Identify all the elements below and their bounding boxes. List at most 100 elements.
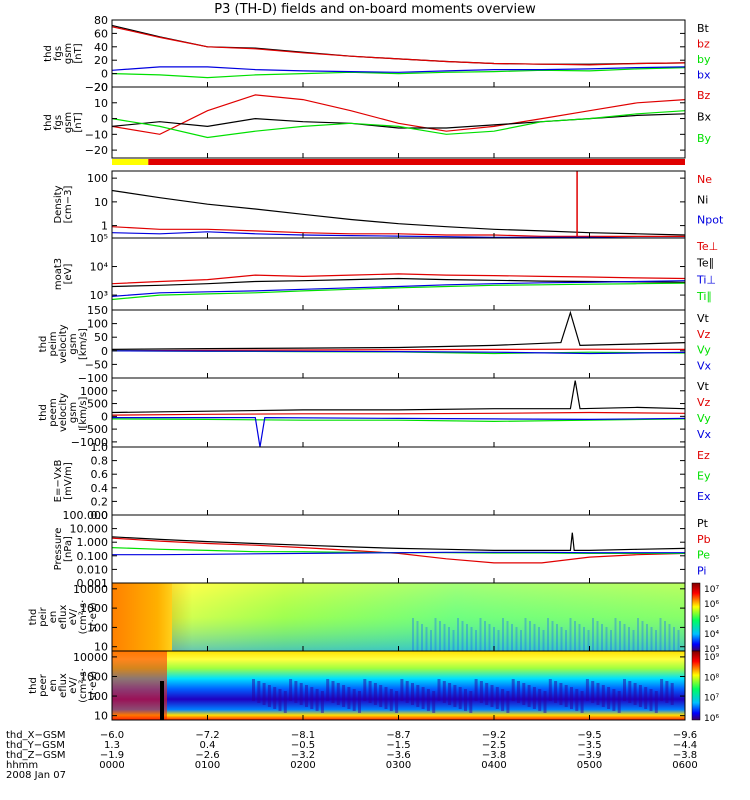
panel-p9: 10⁷ 10⁶ 10⁵ 10⁴ 10³ 10000 1000 100 10 thd peir en ef… bbox=[28, 582, 719, 655]
y-axis-label: velocity bbox=[58, 393, 69, 432]
y-tick-label: 10000 bbox=[73, 583, 108, 596]
x-date-label: 2008 Jan 07 bbox=[6, 770, 66, 781]
y-tick-label: 0.100 bbox=[77, 550, 109, 563]
heatmap-streak bbox=[548, 679, 552, 701]
heatmap-streak bbox=[506, 691, 510, 713]
heatmap-streak bbox=[453, 685, 457, 707]
heatmap-streak bbox=[654, 691, 658, 713]
heatmap-streak bbox=[400, 679, 404, 701]
heatmap-streak bbox=[646, 624, 648, 651]
heatmap-streak bbox=[448, 627, 450, 651]
y-axis-label: gsm bbox=[63, 43, 74, 64]
heatmap-streak bbox=[484, 621, 486, 651]
heatmap-streak bbox=[520, 630, 522, 651]
x-row-value: −3.9 bbox=[577, 750, 601, 761]
y-axis-label: [nT] bbox=[73, 112, 84, 132]
x-row-value: −3.6 bbox=[386, 750, 410, 761]
y-axis-label: gsm bbox=[68, 402, 79, 423]
legend-Vt: Vt bbox=[697, 380, 710, 393]
heatmap-streak bbox=[461, 621, 464, 651]
y-tick-label: −500 bbox=[78, 423, 108, 436]
heatmap-base bbox=[112, 651, 685, 720]
heatmap-streak bbox=[660, 679, 664, 701]
heatmap-streak bbox=[560, 627, 563, 651]
legend-Ti∥: Ti∥ bbox=[696, 290, 712, 303]
legend-By: By bbox=[697, 132, 712, 145]
x-row-value: −8.7 bbox=[386, 730, 410, 741]
series-Te∥ bbox=[112, 277, 685, 288]
y-tick-label: 1 bbox=[101, 220, 108, 233]
panel-p3: 100 10 1 Density [cm−3] Ne Ni Npot bbox=[53, 170, 724, 239]
series-Vx bbox=[112, 416, 685, 447]
heatmap-streak bbox=[283, 691, 287, 713]
legend-Pt: Pt bbox=[697, 517, 709, 530]
x-row-label: thd_X−GSM bbox=[6, 730, 66, 741]
legend-Te⊥: Te⊥ bbox=[696, 240, 718, 253]
heatmap-streak bbox=[617, 691, 621, 713]
heatmap-streak bbox=[389, 689, 393, 711]
heatmap-streak bbox=[601, 685, 605, 707]
heatmap-streak bbox=[515, 627, 518, 651]
heatmap-streak bbox=[442, 681, 446, 703]
y-axis-label: fgs bbox=[53, 115, 64, 130]
heatmap-streak bbox=[542, 630, 545, 651]
x-row-value: −3.2 bbox=[291, 750, 315, 761]
y-tick-label: 150 bbox=[87, 304, 108, 317]
y-axis-label: gsm bbox=[68, 333, 79, 354]
y-axis-label: (cm²·s· bbox=[78, 600, 89, 635]
panel-p2-status-bar bbox=[112, 159, 686, 165]
p6-series bbox=[112, 380, 685, 447]
heatmap-streak bbox=[342, 685, 346, 707]
series-Ti∥ bbox=[112, 282, 685, 301]
heatmap-streak bbox=[326, 679, 330, 701]
y-tick-label: −10 bbox=[85, 128, 108, 141]
x-row-label: hhmm bbox=[6, 760, 38, 771]
heatmap-streak bbox=[596, 621, 599, 651]
heatmap-streak bbox=[352, 689, 356, 711]
heatmap-streak bbox=[336, 683, 340, 705]
heatmap-streak bbox=[580, 691, 584, 713]
legend-bx: bx bbox=[697, 69, 711, 82]
heatmap-streak bbox=[559, 683, 563, 705]
y-axis-label: [km/s] bbox=[78, 328, 89, 360]
heatmap-streak bbox=[527, 685, 531, 707]
heatmap-streak bbox=[426, 689, 430, 711]
series-Vz bbox=[112, 348, 685, 352]
y-tick-label: 100.000 bbox=[63, 509, 109, 522]
x-row-value: −9.2 bbox=[482, 730, 506, 741]
x-row-value: −3.8 bbox=[673, 750, 697, 761]
heatmap-streak bbox=[517, 681, 520, 703]
x-row-value: 0300 bbox=[386, 760, 411, 771]
heatmap-streak bbox=[469, 691, 473, 713]
heatmap-streak bbox=[547, 618, 549, 651]
heatmap-streak bbox=[412, 618, 414, 651]
heatmap-streak bbox=[495, 687, 499, 709]
p7-frame bbox=[111, 446, 686, 516]
y-axis-label: eflux bbox=[58, 673, 69, 698]
p3-series bbox=[112, 171, 685, 238]
x-row-label: thd_Y−GSM bbox=[6, 740, 65, 751]
y-tick-label: 500 bbox=[87, 398, 108, 411]
y-axis-label: gsm bbox=[63, 112, 74, 133]
heatmap-streak bbox=[416, 621, 419, 651]
heatmap-streak bbox=[379, 685, 383, 707]
y-axis-label: [mV/m] bbox=[63, 462, 74, 500]
y-tick-label: 100 bbox=[87, 690, 108, 703]
heatmap-streak bbox=[668, 624, 671, 651]
y-axis-label: velocity bbox=[58, 324, 69, 363]
series-by bbox=[112, 67, 685, 79]
y-tick-label: 1000 bbox=[80, 602, 108, 615]
p9-colorbar-label: 10³ bbox=[704, 645, 719, 655]
x-row-value: 0.4 bbox=[200, 740, 216, 751]
heatmap-streak bbox=[373, 683, 377, 705]
heatmap-streak bbox=[439, 621, 441, 651]
heatmap-streak bbox=[416, 685, 420, 707]
y-tick-label: 0.6 bbox=[91, 468, 109, 481]
heatmap-streak bbox=[437, 679, 441, 701]
x-row-value: 0500 bbox=[577, 760, 602, 771]
y-tick-label: 10⁵ bbox=[90, 232, 108, 245]
y-axis-label: eV/ bbox=[68, 677, 79, 694]
heatmap-streak bbox=[278, 689, 282, 711]
